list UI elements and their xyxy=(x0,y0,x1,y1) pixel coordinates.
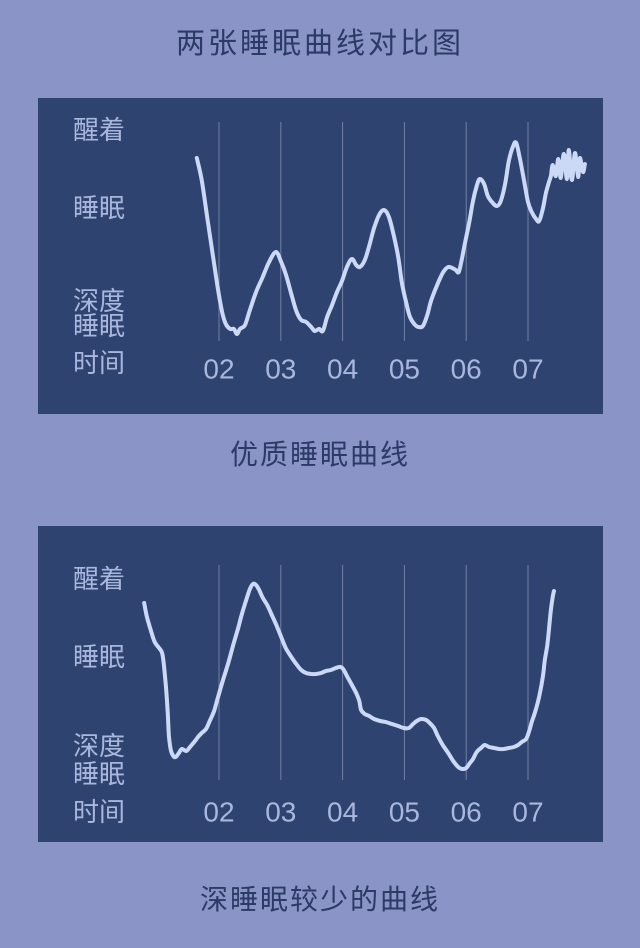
chart-caption-less-deep: 深睡眠较少的曲线 xyxy=(199,884,440,915)
y-label-deep-1: 深度 xyxy=(73,731,125,761)
y-label-awake: 醒着 xyxy=(73,564,125,594)
y-label-awake: 醒着 xyxy=(73,115,125,145)
y-label-deep-1: 深度 xyxy=(73,286,125,316)
chart-caption-good: 优质睡眠曲线 xyxy=(229,439,410,470)
x-tick-02: 02 xyxy=(203,354,234,385)
x-tick-02: 02 xyxy=(203,797,234,828)
x-tick-06: 06 xyxy=(451,354,482,385)
x-tick-07: 07 xyxy=(512,354,543,385)
sleep-curve xyxy=(194,140,587,336)
y-label-time: 时间 xyxy=(73,797,125,827)
x-tick-04: 04 xyxy=(327,354,358,385)
page-title: 两张睡眠曲线对比图 xyxy=(175,28,464,60)
x-tick-04: 04 xyxy=(327,797,358,828)
y-label-time: 时间 xyxy=(73,348,125,378)
y-label-sleep: 睡眠 xyxy=(73,193,125,223)
sleep-curve xyxy=(142,581,556,772)
x-tick-05: 05 xyxy=(389,354,420,385)
x-tick-07: 07 xyxy=(512,797,543,828)
x-tick-05: 05 xyxy=(389,797,420,828)
x-tick-06: 06 xyxy=(451,797,482,828)
x-tick-03: 03 xyxy=(265,797,296,828)
y-label-deep-2: 睡眠 xyxy=(73,759,125,789)
y-label-deep-2: 睡眠 xyxy=(73,311,125,341)
x-tick-03: 03 xyxy=(265,354,296,385)
y-label-sleep: 睡眠 xyxy=(73,642,125,672)
